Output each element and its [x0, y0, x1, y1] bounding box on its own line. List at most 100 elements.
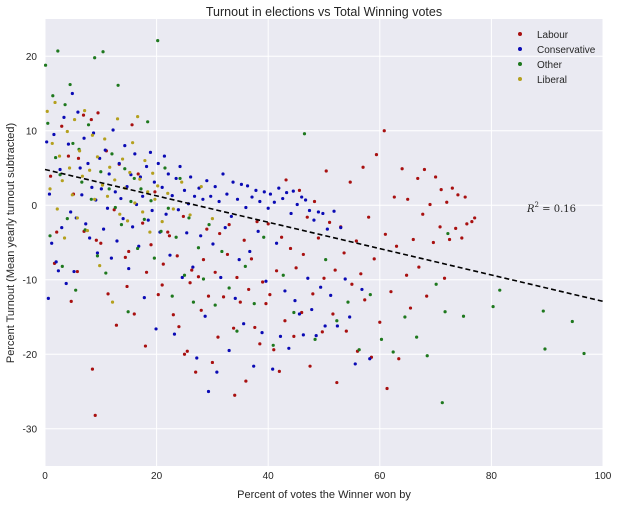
legend-marker-labour	[518, 32, 522, 36]
point-labour	[132, 312, 136, 316]
point-other	[281, 273, 285, 277]
point-other	[213, 303, 217, 307]
point-other	[227, 286, 231, 290]
point-labour	[196, 275, 201, 279]
point-other	[252, 301, 256, 306]
point-labour	[308, 364, 312, 368]
point-labour	[48, 174, 53, 178]
point-labour	[96, 111, 100, 115]
point-conservative	[111, 128, 115, 132]
point-labour	[454, 226, 458, 230]
point-other	[491, 304, 495, 309]
point-conservative	[131, 225, 135, 229]
point-other	[95, 254, 100, 258]
point-liberal	[138, 177, 142, 181]
point-conservative	[244, 205, 248, 210]
point-labour	[279, 235, 284, 239]
point-other	[174, 235, 178, 239]
point-other	[43, 63, 48, 67]
point-labour	[213, 270, 217, 274]
point-labour	[114, 323, 119, 327]
point-conservative	[109, 256, 114, 260]
point-conservative	[182, 188, 187, 192]
point-other	[48, 234, 52, 238]
point-conservative	[268, 192, 273, 196]
point-other	[302, 132, 307, 136]
point-labour	[247, 287, 251, 292]
legend-label-other: Other	[537, 60, 563, 71]
x-tick-label: 40	[263, 471, 275, 482]
scatter-points	[43, 39, 586, 417]
point-other	[196, 246, 201, 250]
point-labour	[144, 270, 149, 274]
point-other	[113, 205, 117, 210]
point-labour	[389, 290, 393, 294]
point-conservative	[235, 197, 240, 201]
point-other	[207, 223, 211, 227]
point-labour	[411, 237, 415, 242]
point-other	[156, 39, 160, 43]
point-other	[201, 277, 206, 281]
point-labour	[242, 238, 246, 242]
point-conservative	[201, 197, 205, 201]
point-labour	[354, 239, 358, 243]
point-conservative	[47, 192, 52, 196]
point-liberal	[171, 207, 175, 211]
point-labour	[266, 222, 270, 226]
point-conservative	[262, 190, 266, 194]
point-liberal	[55, 207, 59, 211]
point-labour	[378, 320, 382, 324]
point-labour	[445, 200, 449, 204]
point-labour	[422, 167, 427, 172]
point-labour	[76, 156, 81, 160]
point-conservative	[277, 186, 281, 190]
point-conservative	[84, 222, 88, 226]
point-labour	[404, 273, 409, 277]
point-conservative	[176, 208, 180, 212]
point-labour	[156, 293, 160, 297]
point-conservative	[146, 218, 150, 222]
point-labour	[66, 154, 71, 158]
point-labour	[382, 129, 386, 133]
point-labour	[406, 197, 410, 201]
point-other	[346, 300, 350, 304]
point-conservative	[192, 194, 197, 198]
point-other	[440, 401, 444, 405]
point-labour	[383, 232, 387, 236]
point-other	[139, 187, 143, 191]
point-other	[93, 56, 97, 60]
point-liberal	[105, 194, 110, 198]
point-labour	[363, 298, 367, 302]
point-liberal	[65, 129, 69, 134]
point-other	[65, 217, 69, 221]
point-other	[63, 103, 67, 107]
point-other	[461, 314, 466, 318]
point-conservative	[321, 211, 325, 216]
point-other	[443, 310, 447, 314]
point-other	[68, 82, 72, 87]
point-other	[119, 223, 124, 227]
point-labour	[408, 306, 413, 310]
point-liberal	[103, 137, 107, 141]
point-conservative	[133, 152, 137, 156]
point-labour	[416, 176, 420, 181]
point-other	[425, 354, 429, 358]
point-conservative	[229, 214, 233, 219]
point-other	[166, 206, 170, 210]
point-conservative	[245, 184, 250, 188]
point-liberal	[125, 219, 130, 223]
x-tick-label: 20	[151, 471, 163, 482]
point-labour	[311, 292, 315, 296]
point-other	[220, 249, 224, 254]
point-conservative	[217, 199, 221, 204]
point-liberal	[141, 210, 145, 214]
point-other	[446, 231, 450, 236]
point-labour	[350, 282, 354, 286]
point-labour	[161, 262, 165, 266]
point-other	[71, 141, 75, 146]
point-conservative	[289, 211, 293, 216]
point-labour	[417, 265, 421, 269]
point-conservative	[178, 164, 182, 169]
point-labour	[425, 294, 429, 298]
point-conservative	[113, 190, 117, 194]
